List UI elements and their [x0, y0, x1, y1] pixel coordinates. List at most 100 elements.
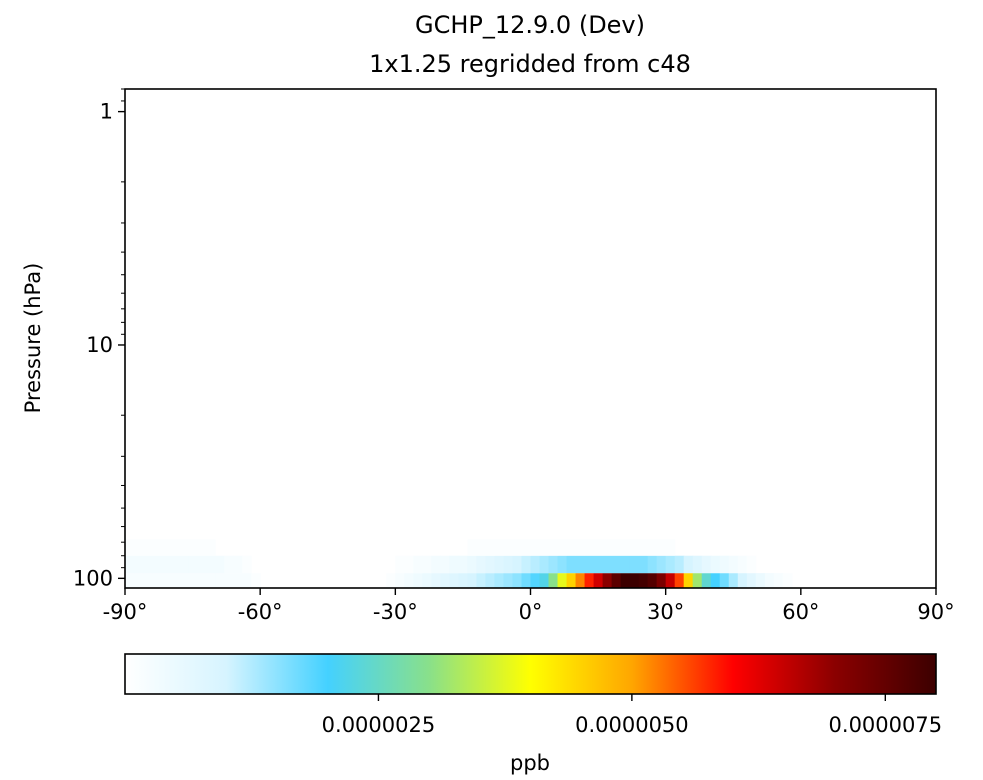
heatmap-cell — [467, 539, 478, 556]
x-tick-label: 30° — [647, 600, 684, 624]
heatmap-cell — [476, 573, 487, 588]
heatmap-cell — [746, 573, 757, 588]
heatmap-cell — [719, 555, 730, 574]
heatmap-cell — [143, 555, 153, 574]
heatmap-cell — [638, 539, 649, 556]
heatmap-cell — [728, 555, 739, 574]
heatmap-cell — [125, 573, 135, 588]
heatmap-cell — [665, 539, 676, 556]
heatmap-cell — [602, 573, 613, 588]
heatmap-cell — [575, 573, 586, 588]
heatmap-cell — [683, 555, 694, 574]
heatmap-cell — [170, 573, 180, 588]
heatmap-cell — [521, 539, 532, 556]
heatmap-cell — [485, 555, 496, 574]
x-tick-label: 90° — [917, 600, 954, 624]
heatmap-cell — [656, 555, 667, 574]
heatmap-cell — [458, 573, 469, 588]
heatmap-cell — [125, 539, 135, 556]
heatmap-cell — [530, 555, 541, 574]
heatmap-cell — [656, 573, 667, 588]
x-axis: -90° -60° -30° 0° 30° 60° 90° — [103, 588, 955, 624]
heatmap-cell — [566, 539, 577, 556]
heatmap-cell — [530, 539, 541, 556]
heatmap-cell — [656, 539, 667, 556]
heatmap-cell — [683, 573, 694, 588]
colorbar-tick-label: 0.0000075 — [829, 713, 943, 737]
heatmap-cell — [710, 573, 721, 588]
heatmap-cells — [125, 539, 793, 588]
heatmap-cell — [179, 573, 189, 588]
heatmap-cell — [620, 555, 631, 574]
heatmap-cell — [494, 539, 505, 556]
heatmap-cell — [674, 573, 685, 588]
heatmap-cell — [494, 555, 505, 574]
heatmap-cell — [170, 555, 180, 574]
heatmap-cell — [773, 573, 784, 588]
heatmap-cell — [206, 539, 216, 556]
heatmap-cell — [593, 573, 604, 588]
heatmap-cell — [503, 555, 514, 574]
heatmap-cell — [449, 555, 460, 574]
heatmap-cell — [512, 573, 523, 588]
heatmap-cell — [629, 539, 640, 556]
heatmap-cell — [746, 555, 757, 574]
heatmap-cell — [161, 539, 171, 556]
x-tick-label: -60° — [238, 600, 283, 624]
x-tick-label: -30° — [373, 600, 418, 624]
x-tick-label: -90° — [103, 600, 148, 624]
heatmap-cell — [143, 573, 153, 588]
heatmap-cell — [584, 555, 595, 574]
heatmap-cell — [413, 573, 423, 588]
heatmap-cell — [620, 573, 631, 588]
heatmap-cell — [629, 573, 640, 588]
heatmap-cell — [584, 573, 595, 588]
heatmap-cell — [512, 555, 523, 574]
heatmap-cell — [494, 573, 505, 588]
heatmap-cell — [197, 555, 207, 574]
heatmap-cell — [233, 555, 243, 574]
heatmap-cell — [557, 539, 568, 556]
heatmap-cell — [449, 573, 460, 588]
heatmap-cell — [161, 573, 171, 588]
heatmap-cell — [242, 573, 252, 588]
heatmap-cell — [629, 555, 640, 574]
heatmap-cell — [548, 573, 559, 588]
heatmap-cell — [476, 555, 487, 574]
heatmap-cell — [179, 555, 189, 574]
heatmap-cell — [395, 573, 405, 588]
heatmap-cell — [620, 539, 631, 556]
colorbar-axis: 0.0000025 0.0000050 0.0000075 — [322, 694, 942, 737]
heatmap-cell — [584, 539, 595, 556]
heatmap-cell — [152, 573, 162, 588]
heatmap-cell — [197, 539, 207, 556]
heatmap-cell — [755, 573, 766, 588]
heatmap-cell — [647, 555, 658, 574]
heatmap-cell — [719, 573, 730, 588]
colorbar-label: ppb — [510, 751, 550, 775]
heatmap-cell — [737, 555, 748, 574]
heatmap-cell — [485, 573, 496, 588]
heatmap-cell — [188, 539, 198, 556]
heatmap-cell — [665, 573, 676, 588]
heatmap-cell — [134, 573, 144, 588]
heatmap-cell — [593, 555, 604, 574]
heatmap-cell — [674, 555, 685, 574]
heatmap-cell — [503, 573, 514, 588]
heatmap-cell — [179, 539, 189, 556]
heatmap-cell — [782, 573, 793, 588]
heatmap-cell — [728, 573, 739, 588]
heatmap-cell — [737, 573, 748, 588]
heatmap-cell — [224, 573, 234, 588]
heatmap-cell — [692, 555, 703, 574]
heatmap-cell — [548, 539, 559, 556]
y-tick-label: 1 — [100, 100, 113, 124]
heatmap-cell — [566, 573, 577, 588]
colorbar-tick-label: 0.0000050 — [575, 713, 689, 737]
heatmap-cell — [152, 555, 162, 574]
heatmap-cell — [566, 555, 577, 574]
heatmap-cell — [512, 539, 523, 556]
heatmap-cell — [611, 555, 622, 574]
heatmap-cell — [548, 555, 559, 574]
